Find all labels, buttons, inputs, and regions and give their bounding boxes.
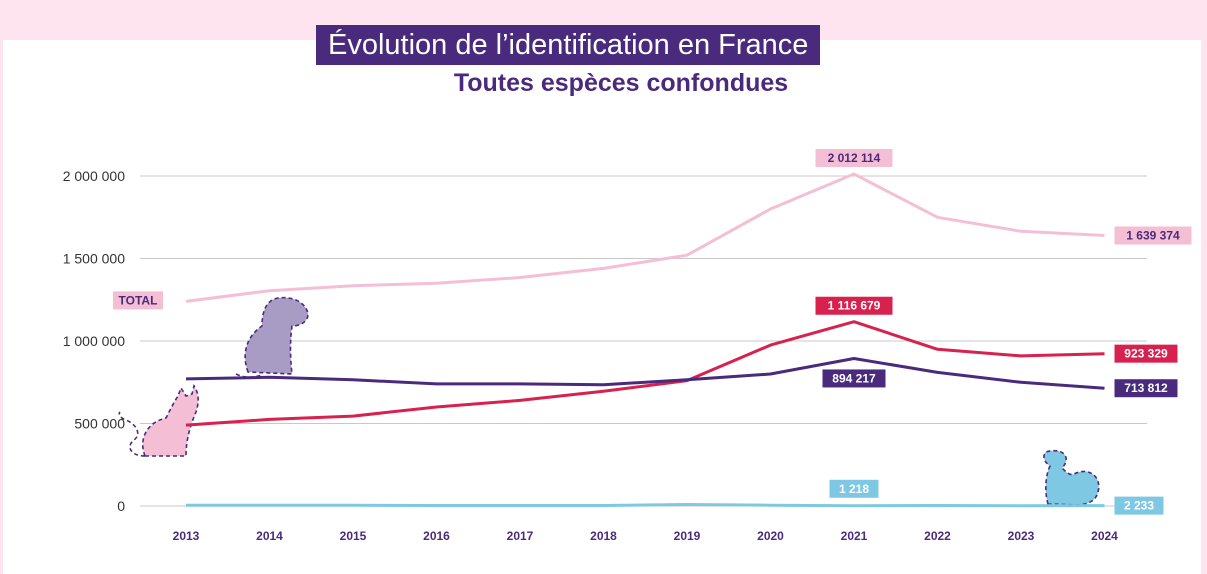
x-tick-label: 2023 <box>1008 529 1035 543</box>
data-labels: 2 012 114 1 639 374 1 116 679 923 329 894 21… <box>815 149 1192 515</box>
y-tick-label: 500 000 <box>74 416 125 432</box>
x-tick-label: 2020 <box>757 529 784 543</box>
data-label-text: 923 329 <box>1124 347 1168 361</box>
series-name-labels: TOTAL <box>113 291 163 310</box>
x-tick-label: 2022 <box>924 529 951 543</box>
x-tick-label: 2015 <box>340 529 367 543</box>
series-lines <box>185 172 1105 508</box>
data-label: 1 116 679 <box>815 296 893 315</box>
series-name-label: TOTAL <box>119 293 158 307</box>
y-tick-label: 0 <box>117 498 125 514</box>
data-label: 923 329 <box>1114 344 1178 363</box>
x-tick-label: 2018 <box>590 529 617 543</box>
data-label: 1 639 374 <box>1114 226 1192 245</box>
data-label-text: 2 233 <box>1124 499 1154 513</box>
cat-icon <box>118 384 199 457</box>
x-tick-label: 2017 <box>507 529 534 543</box>
series-line-dogs <box>185 357 1105 390</box>
data-label-box <box>815 149 893 168</box>
x-tick-label: 2013 <box>173 529 200 543</box>
data-label-text: 1 639 374 <box>1126 229 1180 243</box>
x-tick-label: 2024 <box>1091 529 1118 543</box>
dog-icon <box>235 296 309 378</box>
data-label-box <box>1114 496 1164 515</box>
data-label-text: 1 116 679 <box>828 299 881 313</box>
y-tick-label: 1 500 000 <box>63 251 125 267</box>
data-label-box <box>1114 379 1178 398</box>
ferret-icon <box>1043 449 1100 506</box>
frame-edge-right <box>1201 40 1207 574</box>
data-label-text: 713 812 <box>1124 381 1168 395</box>
frame-edge-left <box>0 40 3 574</box>
data-label: 713 812 <box>1114 379 1178 398</box>
data-label: 894 217 <box>822 369 886 388</box>
data-label-box <box>829 479 879 498</box>
data-label-box <box>815 296 893 315</box>
series-line-ferrets <box>185 503 1105 508</box>
series-line-total <box>185 172 1105 303</box>
data-label: 2 012 114 <box>815 149 893 168</box>
series-name-box <box>113 291 163 310</box>
series-line-cats <box>185 320 1105 427</box>
data-label-box <box>1114 226 1192 245</box>
data-label-box <box>1114 344 1178 363</box>
x-tick-label: 2016 <box>423 529 450 543</box>
data-label: 1 218 <box>829 479 879 498</box>
data-label-text: 894 217 <box>832 371 876 385</box>
x-tick-label: 2014 <box>256 529 283 543</box>
data-label-box <box>822 369 886 388</box>
y-tick-label: 1 000 000 <box>63 333 125 349</box>
x-tick-label: 2019 <box>674 529 701 543</box>
chart-title: Évolution de l’identification en France <box>316 25 821 65</box>
data-label: 2 233 <box>1114 496 1164 515</box>
chart-subtitle: Toutes espèces confondues <box>453 69 789 97</box>
data-label-text: 2 012 114 <box>828 151 881 165</box>
x-axis-ticks: 2013 2014 2015 2016 2017 2018 2019 2020 2021 2022… <box>173 529 1119 543</box>
x-tick-label: 2021 <box>841 529 868 543</box>
y-tick-label: 2 000 000 <box>63 168 125 184</box>
y-axis-ticks: 2 000 000 1 500 000 1 000 000 500 000 0 <box>63 168 126 514</box>
data-label-text: 1 218 <box>839 482 869 496</box>
